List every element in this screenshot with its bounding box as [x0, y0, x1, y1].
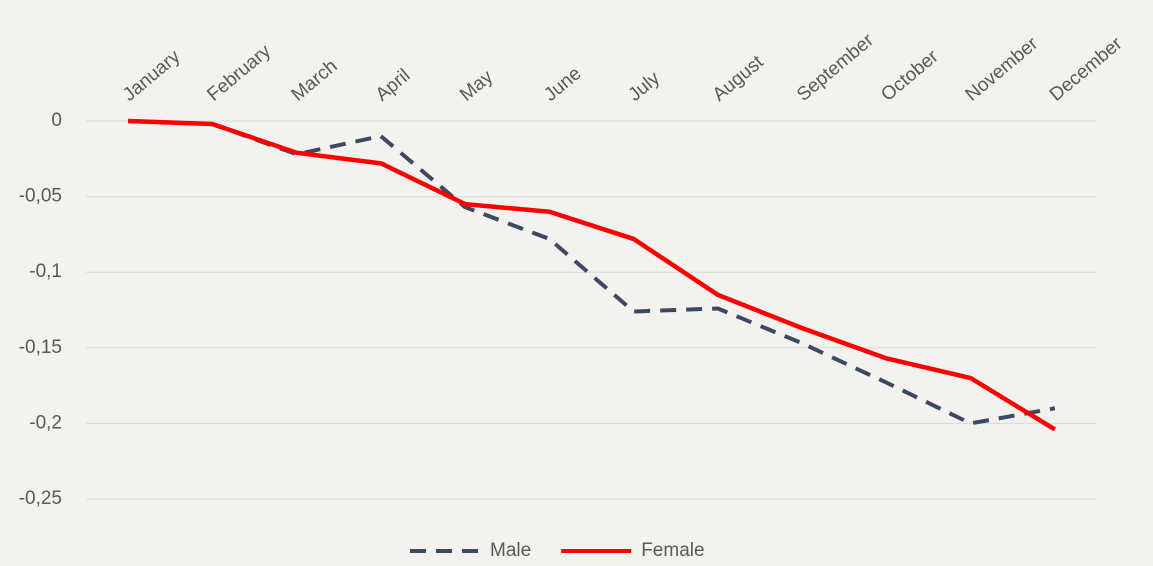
- x-tick-label: November: [962, 33, 1043, 106]
- x-tick-label: September: [793, 29, 878, 105]
- x-tick-label: January: [119, 46, 185, 106]
- x-tick-label: July: [625, 68, 665, 106]
- x-tick-label: February: [203, 40, 275, 105]
- y-tick-label: 0: [51, 110, 62, 131]
- x-tick-label: May: [456, 66, 497, 105]
- y-tick-label: -0,2: [29, 412, 62, 433]
- y-tick-label: -0,05: [19, 186, 62, 207]
- x-tick-label: March: [288, 56, 342, 106]
- y-tick-label: -0,25: [19, 488, 62, 509]
- legend-label: Female: [641, 540, 704, 561]
- x-tick-label: December: [1046, 33, 1127, 106]
- x-tick-label: October: [877, 46, 943, 106]
- y-tick-label: -0,1: [29, 261, 62, 282]
- y-tick-label: -0,15: [19, 337, 62, 358]
- line-series: [128, 118, 1057, 432]
- x-tick-label: August: [709, 51, 768, 106]
- x-tick-label: June: [540, 63, 585, 106]
- legend-label: Male: [490, 540, 531, 561]
- x-tick-label: April: [372, 65, 415, 106]
